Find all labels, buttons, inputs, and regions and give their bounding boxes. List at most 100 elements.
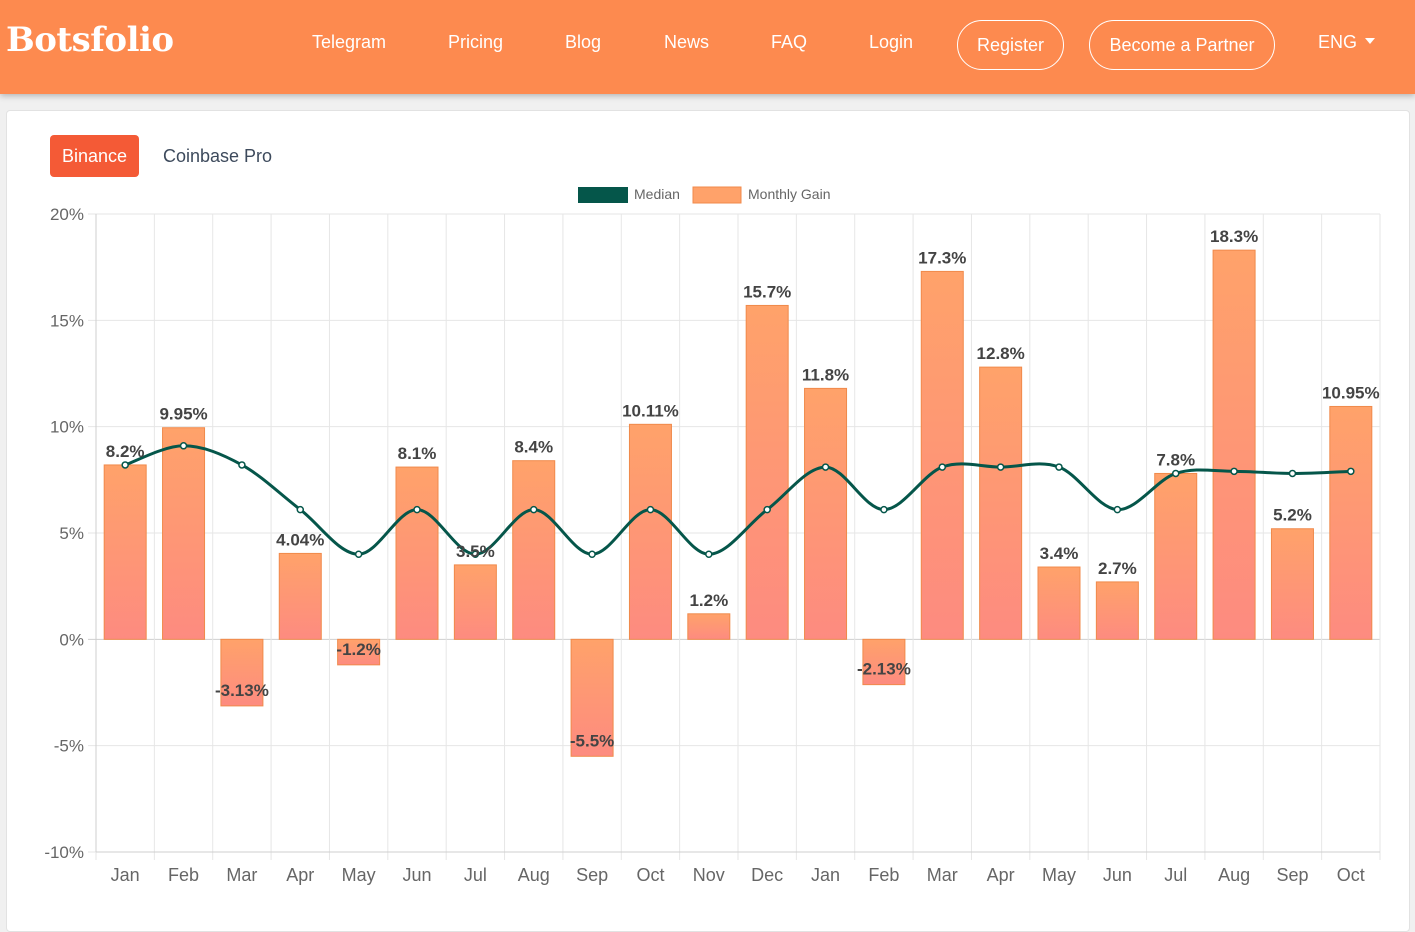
bar-data-label: 15.7%: [743, 282, 791, 301]
median-point[interactable]: [821, 463, 830, 471]
x-tick-label: Apr: [987, 865, 1015, 885]
median-point[interactable]: [1347, 467, 1355, 476]
nav-link-blog[interactable]: Blog: [565, 32, 602, 52]
bar[interactable]: [395, 466, 439, 640]
median-point[interactable]: [705, 550, 713, 559]
median-point[interactable]: [529, 505, 538, 514]
monthly-gain-chart: 20% 15% 10% 5% 0% -5% -10% Jan Feb Mar Apr May Jun Ju…: [44, 186, 1381, 885]
x-tick-label: Jan: [811, 865, 840, 885]
legend-label-median[interactable]: Median: [634, 186, 680, 202]
median-point[interactable]: [238, 461, 246, 469]
median-point[interactable]: [1171, 469, 1180, 478]
median-series: [121, 442, 1355, 559]
y-tick-label: 20%: [50, 205, 84, 224]
bar-data-label: 7.8%: [1156, 450, 1195, 469]
bar-data-label: 18.3%: [1210, 227, 1258, 246]
language-dropdown[interactable]: ENG: [1318, 32, 1376, 53]
bar-data-label: 1.2%: [689, 591, 728, 610]
data-labels: 8.2% 9.95% -3.13% 4.04% -1.2% 8.1% 3.5% 8.4% -5.…: [106, 227, 1380, 750]
bar[interactable]: [804, 387, 848, 640]
bar[interactable]: [745, 304, 789, 640]
median-point[interactable]: [763, 505, 771, 514]
x-tick-label: May: [1042, 865, 1076, 885]
bar[interactable]: [1212, 249, 1256, 640]
nav-link-login[interactable]: Login: [869, 32, 914, 52]
median-point[interactable]: [588, 550, 596, 559]
median-point[interactable]: [938, 463, 947, 471]
navbar: Botsfolio Telegram Pricing Blog News FAQ…: [0, 0, 1415, 94]
bar-data-label: 5.2%: [1273, 506, 1312, 525]
x-tick-label: Jun: [1103, 865, 1132, 885]
tab-binance[interactable]: Binance: [50, 135, 139, 177]
median-point[interactable]: [1288, 469, 1297, 478]
median-point[interactable]: [296, 505, 305, 514]
nav-link-news[interactable]: News: [664, 32, 710, 52]
bar[interactable]: [1037, 566, 1081, 640]
x-tick-label: Jul: [1164, 865, 1187, 885]
bar[interactable]: [687, 613, 731, 640]
median-point[interactable]: [121, 461, 129, 469]
bar-data-label: 10.95%: [1322, 383, 1380, 402]
bar-data-label: 8.4%: [514, 438, 553, 457]
x-tick-label: Sep: [576, 865, 608, 885]
bar-data-label: -5.5%: [570, 731, 614, 750]
bar-data-label: 8.2%: [106, 442, 145, 461]
bar[interactable]: [628, 423, 672, 640]
bar[interactable]: [278, 552, 322, 640]
nav-link-faq[interactable]: FAQ: [771, 32, 808, 52]
bar[interactable]: [979, 366, 1023, 640]
nav-link-telegram[interactable]: Telegram: [312, 32, 387, 52]
x-tick-label: Apr: [286, 865, 314, 885]
become-partner-button[interactable]: Become a Partner: [1089, 20, 1275, 70]
median-point[interactable]: [471, 550, 480, 559]
x-tick-label: Oct: [636, 865, 664, 885]
legend-label-monthly-gain[interactable]: Monthly Gain: [748, 186, 830, 202]
bar[interactable]: [1095, 581, 1139, 640]
bar-data-label: 2.7%: [1098, 559, 1137, 578]
bar[interactable]: [1154, 472, 1198, 640]
median-point[interactable]: [880, 505, 888, 514]
x-tick-label: Sep: [1276, 865, 1308, 885]
median-point[interactable]: [996, 463, 1005, 471]
bar[interactable]: [1270, 528, 1314, 640]
median-point[interactable]: [354, 550, 363, 559]
bar-data-label: 17.3%: [918, 248, 966, 267]
tab-coinbase-pro[interactable]: Coinbase Pro: [163, 145, 273, 166]
legend-swatch-monthly-gain: [692, 186, 742, 204]
bar-data-label: 9.95%: [159, 405, 207, 424]
bar[interactable]: [103, 464, 147, 640]
median-point[interactable]: [179, 442, 188, 450]
x-tick-label: Jun: [402, 865, 431, 885]
bar[interactable]: [1329, 405, 1373, 640]
x-tick-label: Nov: [693, 865, 725, 885]
bar[interactable]: [337, 638, 381, 666]
x-tick-label: May: [342, 865, 376, 885]
x-tick-label: Dec: [751, 865, 783, 885]
bar[interactable]: [570, 638, 614, 757]
median-point[interactable]: [1230, 467, 1238, 476]
bar[interactable]: [162, 427, 206, 640]
register-button[interactable]: Register: [957, 20, 1064, 70]
chevron-down-icon: [1365, 37, 1376, 44]
y-tick-label: 15%: [50, 311, 84, 330]
x-tick-label: Oct: [1337, 865, 1365, 885]
bar[interactable]: [920, 270, 964, 640]
y-tick-label: -10%: [44, 843, 84, 862]
bar-data-label: -1.2%: [336, 640, 380, 659]
y-tick-label: 5%: [59, 524, 84, 543]
median-point[interactable]: [1055, 463, 1063, 471]
bar[interactable]: [220, 638, 264, 707]
median-point[interactable]: [646, 505, 655, 514]
grid: 20% 15% 10% 5% 0% -5% -10% Jan Feb Mar Apr May Jun Ju…: [44, 205, 1381, 885]
bar[interactable]: [862, 638, 906, 686]
bar-data-label: 8.1%: [398, 444, 437, 463]
bar[interactable]: [453, 564, 497, 640]
bar[interactable]: [512, 460, 556, 640]
nav-link-pricing[interactable]: Pricing: [448, 32, 504, 52]
median-point[interactable]: [413, 505, 421, 514]
bar-data-label: 12.8%: [977, 344, 1025, 363]
median-point[interactable]: [1113, 505, 1122, 514]
x-tick-label: Aug: [518, 865, 550, 885]
bar-data-label: 11.8%: [802, 365, 849, 384]
brand-logo[interactable]: Botsfolio: [6, 20, 174, 60]
